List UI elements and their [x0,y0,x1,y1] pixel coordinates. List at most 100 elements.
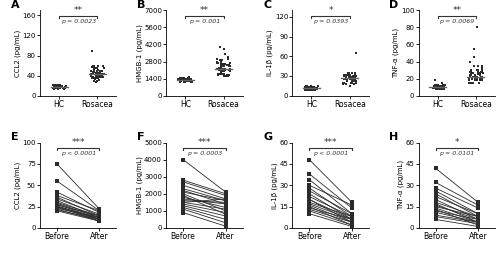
Point [96,73,104,77]
Point [350,74,358,78]
Point [56,83,64,87]
Point [466,73,474,77]
Point [176,77,184,81]
Point [58,85,66,89]
Point [188,80,196,84]
Point [310,88,318,92]
Point [465,78,473,82]
Point [218,62,226,66]
Point [304,85,312,89]
Point [213,57,221,61]
Point [473,25,481,30]
Point [346,84,354,88]
Point [54,86,62,90]
Point [310,87,318,91]
Point [221,74,229,78]
Point [226,69,234,73]
Point [220,72,228,76]
Point [473,77,481,81]
Point [432,84,440,88]
Text: p = 0.0393: p = 0.0393 [313,19,348,24]
Point [468,77,475,81]
Point [90,66,98,70]
Point [473,78,481,82]
Point [468,71,475,76]
Point [310,85,318,89]
Point [220,62,228,66]
Point [434,85,442,89]
Point [88,63,96,68]
Point [346,75,354,79]
Point [438,87,446,91]
Point [478,75,486,79]
Point [346,81,354,85]
Point [213,67,221,71]
Point [100,71,108,76]
Point [470,55,478,59]
Point [428,86,436,90]
Point [312,88,320,92]
Point [312,87,320,91]
Point [302,88,310,92]
Point [342,75,349,79]
Point [89,69,97,74]
Point [221,68,229,72]
Point [213,60,221,64]
Point [312,87,320,91]
Point [216,58,224,62]
Point [470,64,478,68]
Point [440,85,448,89]
Point [431,83,439,87]
Point [304,88,312,92]
Point [350,77,358,81]
Point [304,88,312,92]
Point [476,73,484,77]
Point [182,78,190,83]
Point [91,66,99,70]
Point [100,66,108,70]
Point [216,72,224,76]
Point [431,78,439,82]
Text: p = 0.0101: p = 0.0101 [439,151,474,156]
Point [438,86,446,90]
Point [340,74,347,78]
Point [98,69,106,73]
Text: ***: *** [324,138,338,147]
Point [52,83,60,87]
Point [90,63,98,68]
Point [93,76,101,80]
Point [477,70,485,74]
Point [221,52,229,56]
Text: *: * [328,6,333,15]
Point [306,88,314,92]
Point [54,83,62,87]
Point [56,85,64,89]
Point [214,72,222,76]
Text: *: * [454,138,459,147]
Point [96,73,104,77]
Point [215,68,223,72]
Point [220,72,228,76]
Point [220,69,228,73]
Point [351,77,359,81]
Point [306,86,314,90]
Point [217,66,225,70]
Point [218,67,226,71]
Point [478,77,486,81]
Point [466,75,474,79]
Point [304,88,312,92]
Point [340,77,347,81]
Text: F: F [137,132,144,142]
Point [352,79,360,83]
Point [430,84,438,88]
Point [218,62,226,66]
Point [217,70,225,75]
Point [182,78,190,83]
Point [90,76,98,80]
Point [469,81,477,85]
Point [308,88,316,92]
Point [343,77,351,81]
Point [438,86,446,90]
Point [310,85,318,89]
Point [350,71,358,75]
